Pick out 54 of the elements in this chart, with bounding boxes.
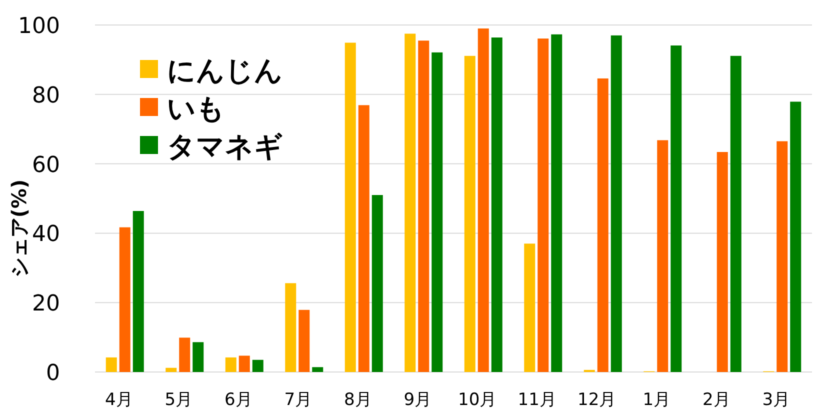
x-tick-label: 7月: [284, 390, 312, 410]
x-tick-label: 5月: [164, 390, 193, 410]
bar: [132, 210, 144, 372]
y-tick-label: 100: [18, 14, 60, 39]
bar: [610, 35, 622, 372]
bar: [418, 40, 430, 372]
bar: [524, 244, 536, 372]
x-tick-label: 9月: [404, 390, 432, 410]
bar: [597, 78, 608, 372]
legend-label: いも: [167, 92, 225, 125]
bar: [225, 357, 236, 372]
bar: [344, 42, 356, 372]
bar: [119, 227, 130, 372]
bar: [657, 140, 668, 372]
bar: [776, 141, 788, 372]
bar: [432, 52, 443, 372]
bar: [192, 342, 204, 372]
bar: [670, 45, 682, 372]
bar: [106, 357, 117, 372]
bar: [404, 34, 416, 372]
bar: [790, 102, 802, 372]
bar: [730, 56, 742, 372]
x-tick-label: 12月: [578, 390, 616, 410]
y-tick-label: 20: [32, 292, 60, 317]
bar: [478, 28, 489, 372]
legend-label: にんじん: [167, 54, 283, 87]
bar: [179, 338, 190, 372]
x-tick-label: 11月: [518, 390, 556, 410]
bar: [285, 283, 296, 372]
bar: [551, 34, 562, 372]
x-tick-label: 1月: [642, 390, 671, 410]
bar: [358, 105, 370, 372]
x-tick-label: 10月: [458, 390, 497, 410]
bar: [464, 56, 476, 372]
bar: [716, 152, 728, 372]
y-tick-label: 60: [32, 152, 60, 178]
legend-label: タマネギ: [167, 130, 283, 163]
x-tick-label: 2月: [702, 390, 730, 410]
bar: [298, 310, 310, 372]
bar: [252, 360, 264, 372]
x-tick-label: 6月: [224, 390, 252, 410]
y-axis-title: シェア(%): [7, 179, 31, 278]
bar: [238, 356, 250, 372]
bar: [312, 367, 324, 372]
bar: [372, 195, 383, 372]
x-tick-label: 4月: [104, 390, 133, 410]
x-tick-label: 3月: [762, 390, 790, 410]
y-tick-label: 80: [32, 83, 60, 108]
bar: [538, 38, 549, 372]
y-tick-label: 0: [46, 361, 60, 386]
bar: [491, 37, 502, 372]
x-tick-label: 8月: [344, 390, 372, 410]
bar: [166, 368, 177, 372]
y-tick-label: 40: [32, 222, 60, 248]
